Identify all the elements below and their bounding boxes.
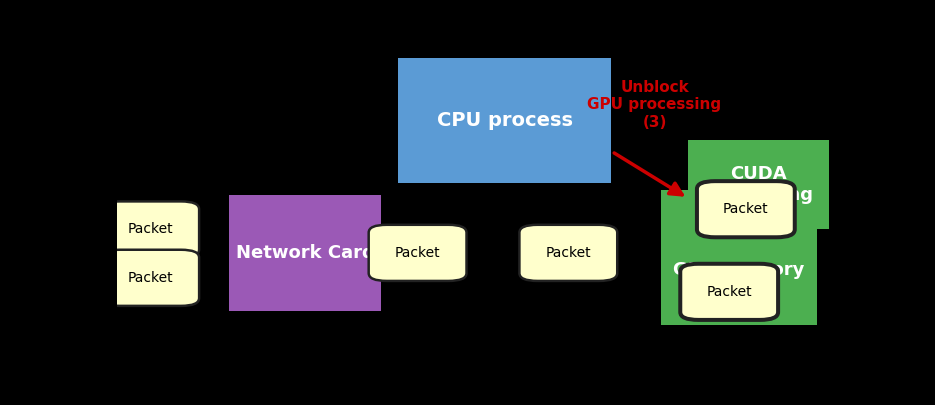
Text: Packet: Packet bbox=[723, 202, 769, 216]
Text: CUDA
Processing: CUDA Processing bbox=[703, 165, 813, 204]
Text: CPU process: CPU process bbox=[437, 111, 572, 130]
FancyBboxPatch shape bbox=[697, 181, 795, 237]
Text: Packet: Packet bbox=[127, 271, 173, 285]
FancyBboxPatch shape bbox=[687, 140, 828, 229]
Text: Unblock
GPU processing
(3): Unblock GPU processing (3) bbox=[587, 80, 722, 130]
Text: Network Card: Network Card bbox=[236, 244, 375, 262]
FancyBboxPatch shape bbox=[101, 250, 199, 306]
FancyBboxPatch shape bbox=[520, 225, 617, 281]
Text: Packet: Packet bbox=[127, 222, 173, 237]
Polygon shape bbox=[721, 190, 756, 204]
FancyBboxPatch shape bbox=[101, 201, 199, 258]
FancyBboxPatch shape bbox=[368, 225, 467, 281]
FancyBboxPatch shape bbox=[397, 58, 611, 183]
Text: GPU memory: GPU memory bbox=[673, 261, 804, 279]
FancyBboxPatch shape bbox=[681, 264, 778, 320]
Text: Packet: Packet bbox=[395, 246, 440, 260]
FancyBboxPatch shape bbox=[661, 190, 816, 324]
Text: Packet: Packet bbox=[706, 285, 752, 299]
Text: Packet: Packet bbox=[545, 246, 591, 260]
FancyBboxPatch shape bbox=[229, 195, 381, 311]
